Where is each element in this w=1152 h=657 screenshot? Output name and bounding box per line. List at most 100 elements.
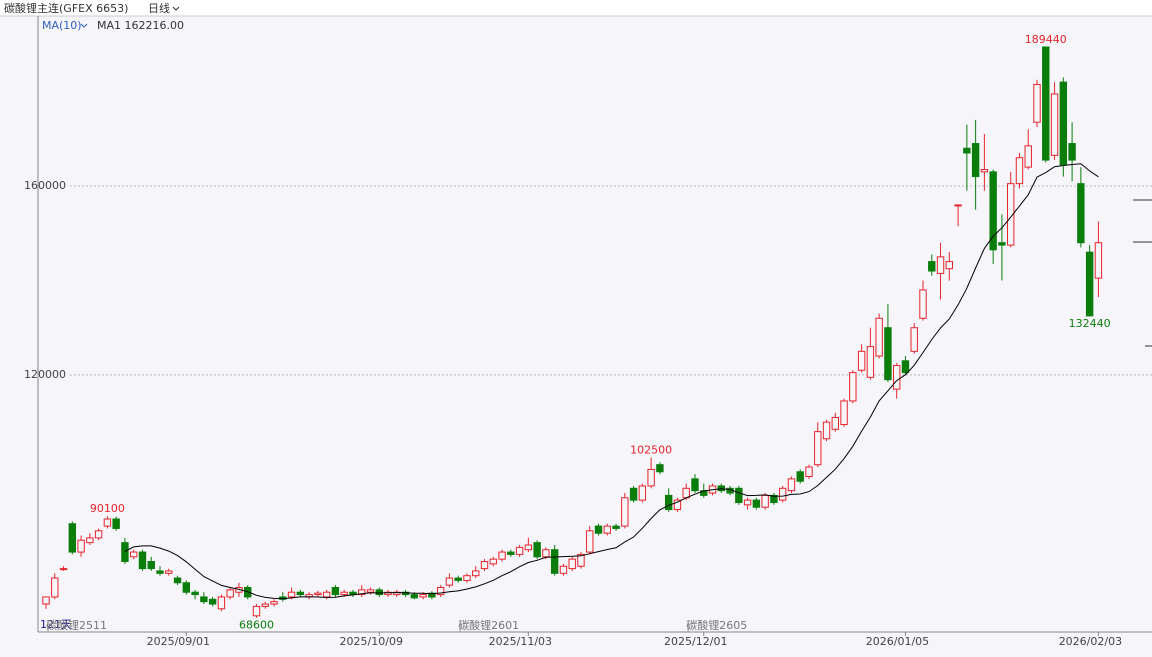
candle-body (331, 586, 340, 596)
candle-body (296, 591, 305, 596)
ma-chevron[interactable] (80, 23, 88, 28)
candle-body (787, 478, 796, 492)
candle-body (664, 494, 673, 511)
extreme-label: 90100 (90, 502, 125, 515)
ma-period-select[interactable]: MA(10) (42, 19, 82, 32)
candle-body (1085, 251, 1094, 317)
extreme-label: 102500 (630, 444, 672, 457)
candle-body (963, 147, 971, 154)
candle-body (1068, 143, 1076, 161)
candle-body (586, 530, 594, 553)
candle-body (831, 416, 839, 430)
candle-body (928, 261, 936, 272)
candle-body (366, 589, 375, 593)
candle-body (866, 346, 875, 378)
candle-body (51, 577, 59, 598)
candle-body (419, 594, 427, 598)
instrument-title: 碳酸锂主连(GFEX 6653) (4, 1, 128, 15)
candle-body (77, 539, 85, 553)
candle-body (638, 485, 647, 501)
candle-body (989, 171, 997, 251)
candle-body (173, 577, 182, 584)
candle-body (1015, 157, 1024, 185)
candle-body (436, 586, 445, 596)
candle-body (1007, 183, 1015, 246)
y-tick-label: 120000 (24, 368, 66, 381)
y-tick-label: 160000 (24, 179, 66, 192)
candle-body (252, 605, 261, 617)
candle-body (68, 523, 77, 553)
candle-body (156, 570, 164, 574)
candle-body (1077, 183, 1085, 244)
candle-body (524, 544, 533, 551)
candle-body (261, 603, 269, 607)
candle-body (892, 365, 901, 390)
candle-body (1094, 242, 1103, 279)
candle-body (340, 591, 348, 596)
candle-body (568, 558, 576, 570)
candle-body (182, 582, 191, 593)
candle-body (849, 372, 857, 402)
candle-body (121, 542, 129, 563)
candle-body (778, 487, 787, 501)
x-tick-label: 2025/12/01 (664, 635, 727, 648)
candle-body (515, 546, 524, 555)
candle-body (612, 525, 620, 529)
candle-body (533, 542, 541, 558)
contract-label: 碳酸锂2511 (46, 618, 107, 632)
candle-body (603, 525, 611, 534)
extreme-label: 68600 (239, 619, 274, 632)
candle-body (621, 497, 629, 527)
candle-body (1050, 93, 1059, 156)
candle-body (1042, 46, 1050, 161)
candle-body (147, 561, 155, 570)
ma-line (124, 163, 1099, 600)
candle-body (1059, 81, 1068, 166)
candle-body (428, 592, 436, 598)
candle-body (270, 601, 278, 605)
x-tick-label: 2025/11/03 (489, 635, 552, 648)
candle-body (489, 558, 497, 565)
candle-body (743, 499, 752, 506)
period-chevron[interactable] (172, 6, 180, 11)
candle-body (86, 537, 94, 544)
candle-body (384, 591, 392, 596)
candle-body (559, 565, 568, 574)
candle-body (358, 589, 366, 596)
candle-body (375, 589, 383, 596)
candle-body (454, 577, 462, 581)
candle-body (945, 261, 954, 270)
candle-body (954, 204, 962, 207)
candle-body (480, 561, 489, 570)
extreme-label: 189440 (1025, 33, 1067, 46)
candle-body (577, 553, 585, 567)
candle-body (814, 431, 822, 466)
candle-body (673, 499, 682, 511)
candle-body (550, 549, 559, 574)
candle-body (875, 317, 883, 357)
x-tick-label: 2026/01/05 (866, 635, 929, 648)
candle-body (629, 487, 638, 501)
period-select[interactable]: 日线 (148, 1, 170, 15)
candle-body (507, 551, 515, 555)
candle-body (42, 596, 50, 605)
contract-label: 碳酸锂2605 (686, 618, 747, 632)
candle-body (322, 591, 331, 598)
candle-body (910, 327, 918, 352)
candle-body (857, 350, 866, 371)
candle-body (1024, 145, 1032, 168)
candle-body (226, 589, 234, 598)
candle-body (472, 570, 480, 577)
candle-body (112, 518, 120, 529)
candle-body (761, 494, 769, 508)
candle-body (691, 478, 699, 492)
candle-body (103, 518, 112, 527)
candle-body (805, 466, 813, 477)
candle-body (901, 360, 910, 374)
candle-body (165, 570, 173, 574)
candle-body (998, 242, 1006, 246)
candle-body (445, 577, 454, 586)
